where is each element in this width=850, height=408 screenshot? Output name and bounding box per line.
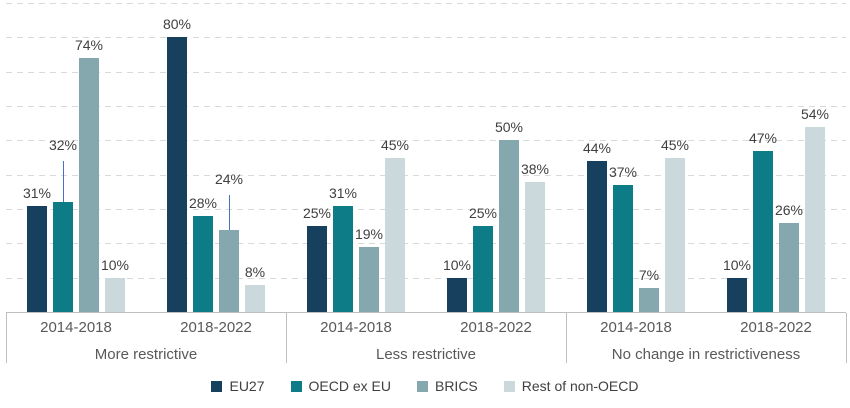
gridline: [6, 140, 846, 142]
value-label: 10%: [100, 256, 130, 273]
value-label: 80%: [162, 16, 192, 33]
value-label: 47%: [748, 129, 778, 146]
bar: [779, 222, 799, 312]
bar: [219, 229, 239, 312]
value-label: 31%: [328, 184, 358, 201]
axis-group-divider: [566, 313, 567, 363]
bar: [245, 284, 265, 312]
bar: [53, 202, 73, 312]
legend-item-eu27: EU27: [211, 378, 265, 394]
bar: [727, 277, 747, 312]
value-label: 38%: [520, 160, 550, 177]
bar: [79, 57, 99, 312]
axis-period-label: 2018-2022: [740, 319, 812, 336]
value-label: 25%: [302, 205, 332, 222]
gridline: [6, 277, 846, 279]
bar: [613, 184, 633, 312]
bar: [665, 157, 685, 312]
gridline: [6, 3, 846, 4]
bar: [385, 157, 405, 312]
value-label: 74%: [74, 36, 104, 53]
bar: [307, 226, 327, 312]
axis-group-divider: [286, 313, 287, 363]
legend-item-brics: BRICS: [416, 378, 478, 394]
legend-label: Rest of non-OECD: [521, 378, 639, 394]
gridline: [6, 209, 846, 210]
gridline: [6, 71, 846, 73]
label-leader-line: [63, 161, 64, 203]
axis-group-label: More restrictive: [94, 346, 198, 363]
legend-swatch-icon: [290, 380, 302, 392]
value-label: 31%: [22, 184, 52, 201]
bar: [333, 205, 353, 312]
value-label: 25%: [468, 205, 498, 222]
value-label: 28%: [188, 194, 218, 211]
bar: [499, 140, 519, 312]
value-label: 44%: [582, 139, 612, 156]
legend-label: BRICS: [434, 378, 478, 394]
value-label: 37%: [608, 163, 638, 180]
axis-period-label: 2014-2018: [320, 319, 392, 336]
gridline: [6, 106, 846, 107]
x-axis-line: [6, 312, 846, 313]
axis-period-label: 2014-2018: [600, 319, 672, 336]
bar: [359, 246, 379, 312]
legend-label: EU27: [229, 378, 265, 394]
gridline: [6, 37, 846, 39]
axis-period-label: 2018-2022: [460, 319, 532, 336]
bar: [525, 181, 545, 312]
bar: [105, 277, 125, 312]
value-label: 45%: [660, 136, 690, 153]
value-label: 10%: [442, 256, 472, 273]
label-leader-line: [229, 194, 230, 230]
axis-group-label: Less restrictive: [375, 346, 477, 363]
bar: [193, 215, 213, 312]
value-label: 19%: [354, 225, 384, 242]
legend-swatch-icon: [416, 380, 428, 392]
gridline: [6, 174, 846, 176]
axis-period-label: 2018-2022: [180, 319, 252, 336]
value-label: 32%: [48, 137, 78, 154]
bar: [27, 205, 47, 312]
bar: [753, 150, 773, 312]
value-label: 50%: [494, 119, 524, 136]
legend-item-oecd-ex-eu: OECD ex EU: [290, 378, 391, 394]
axis-period-label: 2014-2018: [40, 319, 112, 336]
legend-swatch-icon: [503, 380, 515, 392]
bar: [587, 160, 607, 312]
bar: [805, 126, 825, 312]
legend-swatch-icon: [211, 380, 223, 392]
axis-group-divider: [846, 313, 847, 363]
value-label: 24%: [214, 170, 244, 187]
value-label: 54%: [800, 105, 830, 122]
axis-group-label: No change in restrictiveness: [611, 346, 801, 363]
bar: [167, 37, 187, 312]
legend: EU27 OECD ex EU BRICS Rest of non-OECD: [0, 378, 850, 394]
legend-item-rest-of-non-oecd: Rest of non-OECD: [503, 378, 639, 394]
value-label: 45%: [380, 136, 410, 153]
bar: [473, 226, 493, 312]
value-label: 10%: [722, 256, 752, 273]
value-label: 26%: [774, 201, 804, 218]
axis-group-divider: [6, 313, 7, 363]
bar: [639, 287, 659, 312]
value-label: 7%: [638, 266, 660, 283]
legend-label: OECD ex EU: [308, 378, 391, 394]
bar: [447, 277, 467, 312]
gridline: [6, 243, 846, 245]
value-label: 8%: [244, 263, 266, 280]
